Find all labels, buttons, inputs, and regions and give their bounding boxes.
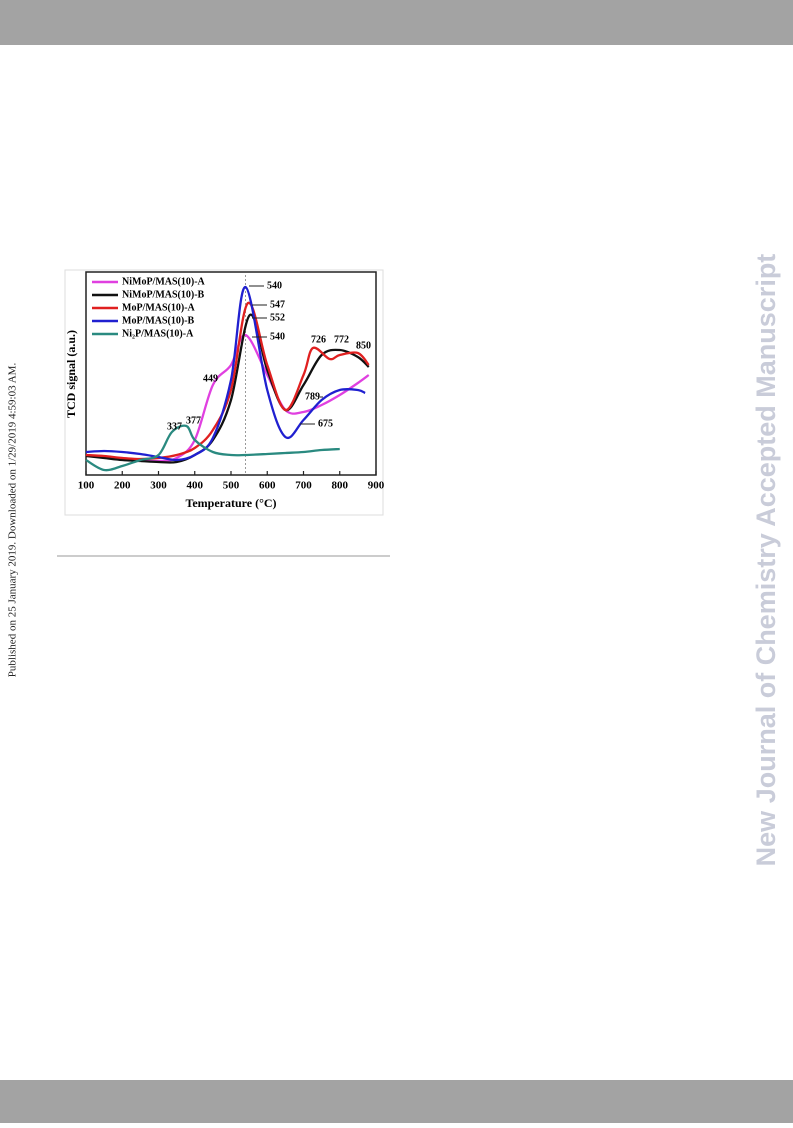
series-line (85, 424, 340, 472)
y-axis-label: TCD signal (a.u.) (64, 330, 78, 418)
peak-label: 552 (270, 312, 285, 323)
figure-frame (64, 269, 384, 516)
peak-label: 789 (305, 391, 320, 402)
top-bar (0, 0, 793, 45)
x-tick-label: 700 (295, 480, 312, 492)
peak-label: 540 (270, 331, 285, 342)
series-line (85, 285, 366, 462)
side-text: New Journal of Chemistry Accepted Manusc… (751, 254, 781, 867)
legend-label: Ni₂P/MAS(10)-A (122, 328, 194, 339)
peak-label: 540 (267, 280, 282, 291)
bottom-bar (0, 1080, 793, 1123)
peak-label: 449 (203, 373, 218, 384)
x-tick-label: 100 (78, 480, 95, 492)
x-tick-label: 300 (150, 480, 167, 492)
legend-label: MoP/MAS(10)-A (122, 302, 196, 313)
published-note: Published on 25 January 2019. Downloaded… (7, 363, 19, 678)
peak-label: 726 (311, 334, 326, 345)
x-tick-label: 900 (368, 480, 385, 492)
peak-label: 772 (334, 334, 349, 345)
legend-label: NiMoP/MAS(10)-B (122, 289, 205, 300)
x-tick-label: 400 (187, 480, 204, 492)
peak-label: 547 (270, 299, 285, 310)
peak-label: 675 (318, 418, 333, 429)
x-axis-label: Temperature (°C) (185, 496, 276, 510)
legend-label: MoP/MAS(10)-B (122, 315, 195, 326)
peak-label: 850 (356, 340, 371, 351)
x-tick-label: 500 (223, 480, 240, 492)
peak-label: 377 (186, 415, 201, 426)
x-tick-label: 800 (332, 480, 349, 492)
legend-label: NiMoP/MAS(10)-A (122, 276, 206, 287)
x-tick-label: 200 (114, 480, 131, 492)
peak-label: 337 (167, 421, 182, 432)
x-tick-label: 600 (259, 480, 276, 492)
